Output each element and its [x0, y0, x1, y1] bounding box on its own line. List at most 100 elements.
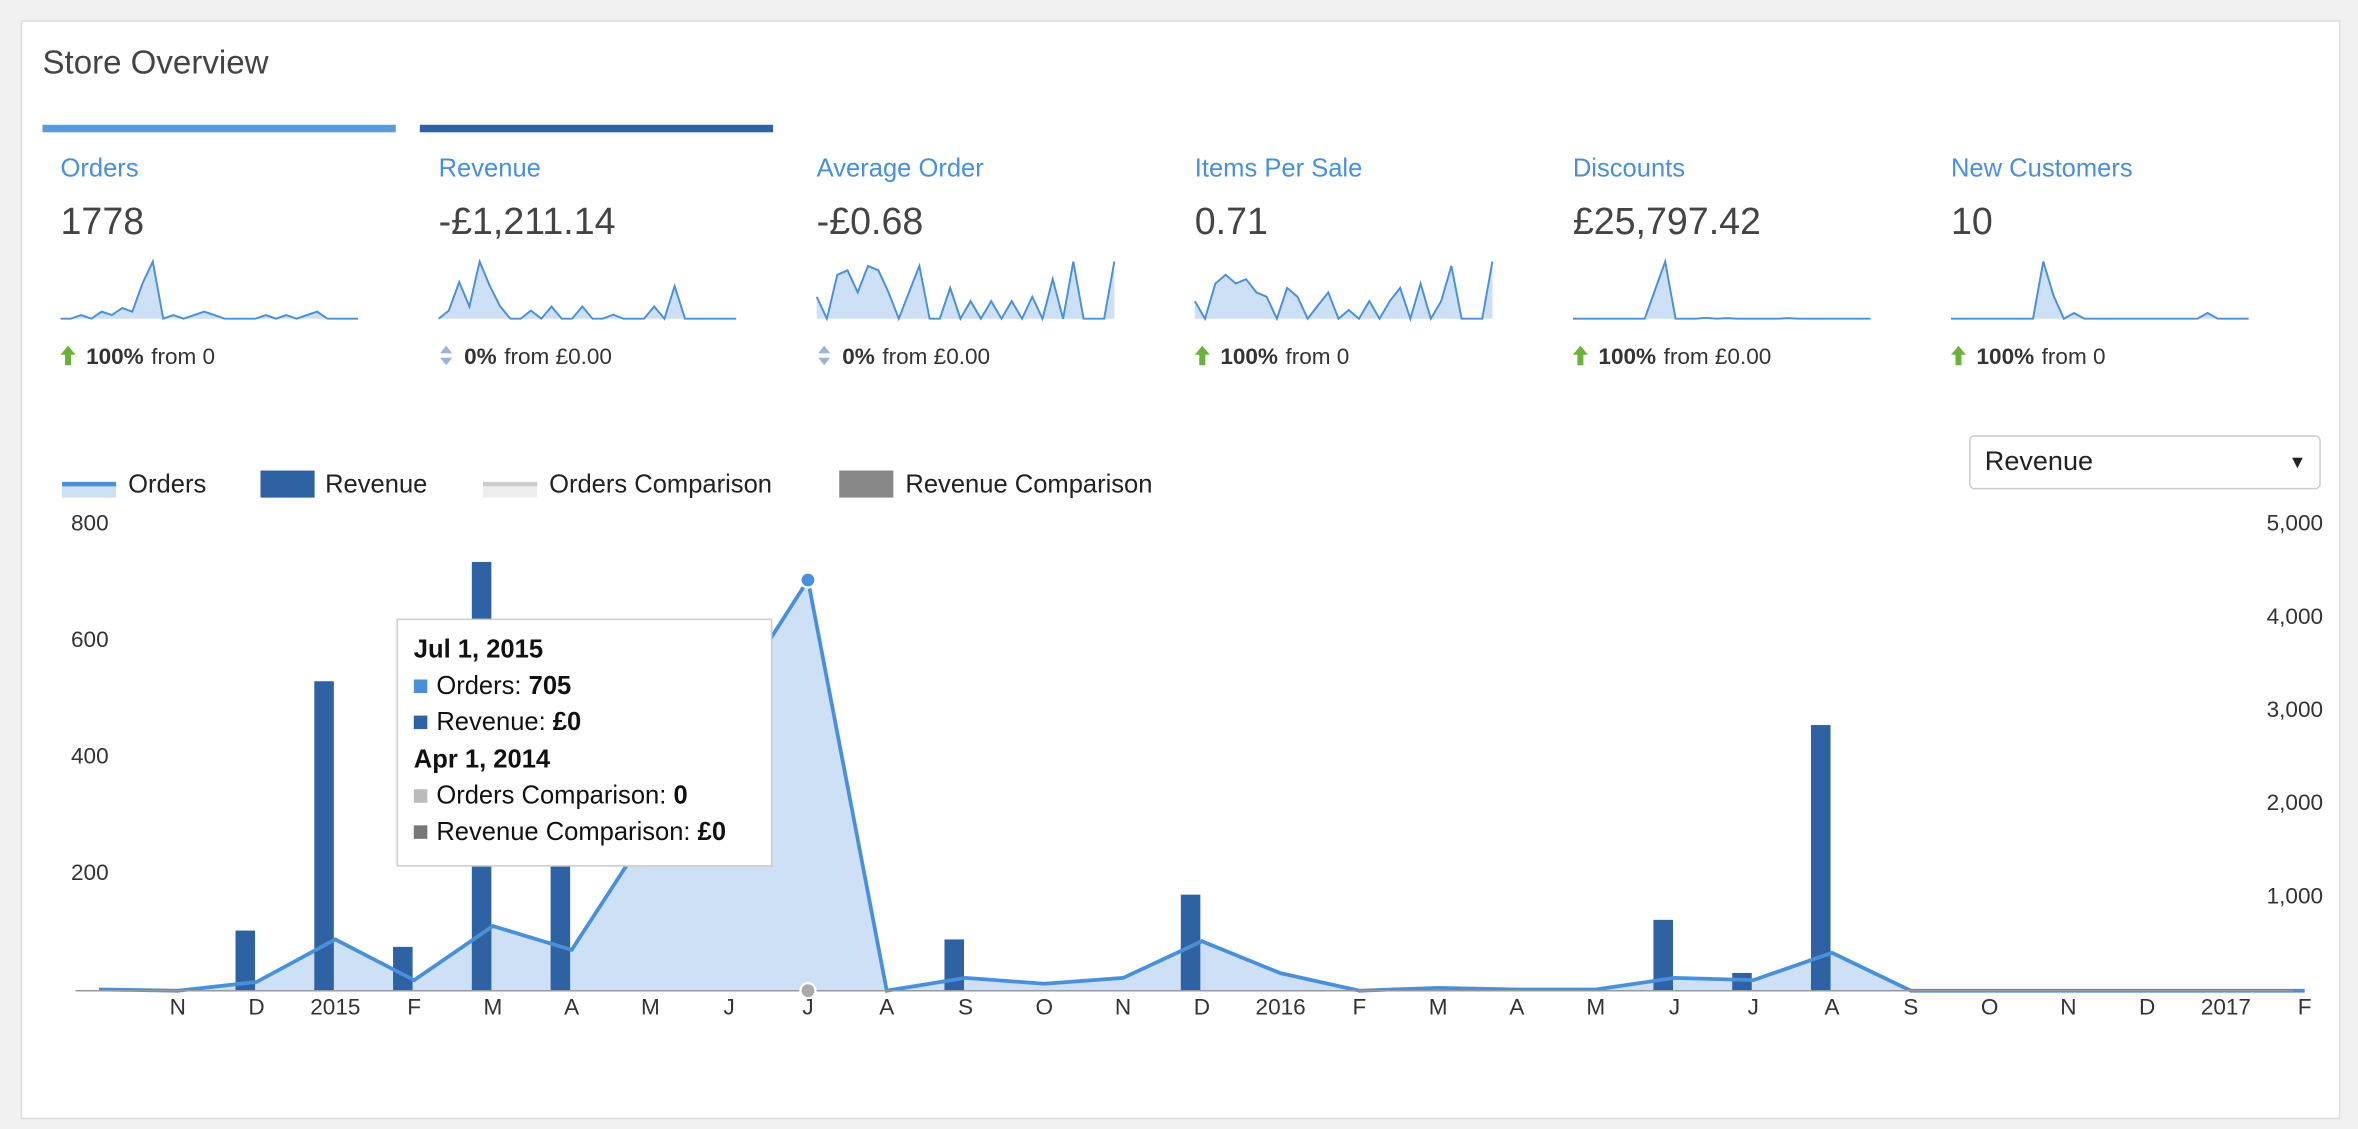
y2-tick-label: 3,000: [2267, 697, 2323, 722]
x-tick-label: 2016: [1256, 995, 1306, 1020]
y2-tick-label: 4,000: [2267, 604, 2323, 629]
legend-label: Revenue Comparison: [905, 470, 1152, 498]
tooltip-label: Revenue:: [436, 708, 552, 736]
kpi-change: 100% from £0.00: [1598, 344, 1771, 369]
x-tick-label: F: [2298, 995, 2312, 1020]
kpi-change-pct: 0%: [842, 344, 875, 369]
card: [20, 20, 2341, 1120]
title: Store Overview: [42, 44, 268, 81]
kpi-value: -£1,211.14: [439, 200, 616, 242]
kpi-label: Discounts: [1573, 155, 1685, 183]
x-tick-label: J: [724, 995, 735, 1020]
x-tick-label: D: [248, 995, 264, 1020]
x-tick-label: A: [879, 995, 894, 1020]
kpi-change-from: from 0: [151, 344, 215, 369]
x-tick-label: O: [1981, 995, 1999, 1020]
x-tick-label: M: [1429, 995, 1448, 1020]
legend-swatch: [260, 470, 315, 498]
trend-arrow: [440, 345, 453, 366]
tooltip-label: Revenue Comparison:: [436, 818, 697, 846]
kpi-value: 10: [1951, 200, 1993, 242]
x-tick-label: A: [1509, 995, 1524, 1020]
kpi-change-pct: 100%: [1977, 344, 2035, 369]
x-tick-label: N: [1115, 995, 1131, 1020]
x-tick-label: N: [2060, 995, 2076, 1020]
x-tick-label: S: [958, 995, 973, 1020]
y2-tick-label: 2,000: [2267, 790, 2323, 815]
x-tick-label: 2015: [310, 995, 360, 1020]
kpi-change-from: from 0: [1285, 344, 1349, 369]
orders-area: [99, 579, 2305, 991]
tooltip-label: Orders Comparison:: [436, 782, 673, 810]
x-tick-label: M: [1586, 995, 1605, 1020]
kpi-value: 0.71: [1195, 200, 1268, 242]
y-tick-label: 400: [71, 744, 109, 769]
tab-bar: [42, 124, 396, 133]
kpi-value: 1778: [61, 200, 145, 242]
kpi-change: 100% from 0: [1220, 344, 1349, 369]
revenue-bar: [1180, 894, 1201, 991]
tab-bar: [419, 124, 774, 133]
kpi-change: 100% from 0: [1977, 344, 2106, 369]
kpi-change-from: from £0.00: [504, 344, 612, 369]
tooltip-row: Orders: 705: [436, 672, 571, 700]
dropdown-box[interactable]: [1968, 435, 2321, 490]
revenue-bar: [944, 939, 965, 991]
tooltip-value: £0: [698, 818, 726, 846]
kpi-label: Orders: [61, 155, 139, 183]
legend-label: Orders: [128, 470, 206, 498]
tooltip-row: Revenue Comparison: £0: [436, 818, 726, 846]
tooltip-value: £0: [553, 708, 581, 736]
y-tick-label: 800: [71, 511, 109, 536]
sparkline-area: [438, 261, 737, 319]
tooltip-row: Orders Comparison: 0: [436, 782, 687, 810]
tooltip-swatch: [413, 789, 428, 803]
dropdown-arrow[interactable]: ▼: [2289, 452, 2307, 472]
kpi-change-pct: 100%: [86, 344, 144, 369]
tooltip-swatch: [413, 715, 428, 730]
sparkline: [438, 258, 737, 321]
trend-arrow: [1572, 345, 1588, 366]
legend-swatch: [482, 484, 538, 498]
tooltip-value: 0: [673, 782, 687, 810]
x-tick-label: M: [483, 995, 502, 1020]
revenue-bar: [235, 930, 256, 991]
y-tick-label: 600: [71, 627, 109, 652]
trend-arrow: [1194, 345, 1210, 366]
trend-arrow: [818, 345, 831, 366]
revenue-bar: [1653, 919, 1673, 991]
x-tick-label: D: [2139, 995, 2155, 1020]
sparkline-area: [816, 261, 1115, 319]
hover-point: [799, 571, 817, 589]
x-tick-label: J: [1669, 995, 1680, 1020]
sparkline: [60, 258, 359, 321]
trend-arrow: [60, 345, 76, 366]
kpi-change-pct: 100%: [1598, 344, 1656, 369]
kpi-label: New Customers: [1951, 155, 2133, 183]
kpi-label: Revenue: [439, 155, 541, 183]
kpi-change: 0% from £0.00: [464, 344, 612, 369]
legend-swatch: [62, 484, 117, 498]
revenue-bar: [1732, 972, 1752, 991]
y2-tick-label: 5,000: [2267, 511, 2323, 536]
x-tick-label: F: [1353, 995, 1367, 1020]
tooltip-date: Apr 1, 2014: [414, 745, 551, 773]
sparkline: [1572, 257, 1871, 320]
dropdown-value[interactable]: Revenue: [1985, 446, 2093, 476]
dropdown[interactable]: Revenue ▼: [1968, 435, 2321, 490]
legend-label: Revenue: [325, 470, 427, 498]
x-tick-label: D: [1194, 995, 1210, 1020]
x-tick-label: A: [564, 995, 579, 1020]
kpi-change: 0% from £0.00: [842, 344, 990, 369]
hover-point-comparison: [799, 982, 817, 1000]
kpi-change-from: from 0: [2042, 344, 2106, 369]
kpi-value: -£0.68: [817, 200, 924, 242]
y-tick-label: 200: [71, 860, 109, 885]
sparkline: [815, 261, 1116, 322]
kpi-label: Average Order: [817, 155, 985, 183]
revenue-bar: [314, 681, 334, 991]
x-tick-label: A: [1825, 995, 1840, 1020]
kpi-change-pct: 0%: [464, 344, 497, 369]
legend-swatch: [839, 470, 894, 498]
